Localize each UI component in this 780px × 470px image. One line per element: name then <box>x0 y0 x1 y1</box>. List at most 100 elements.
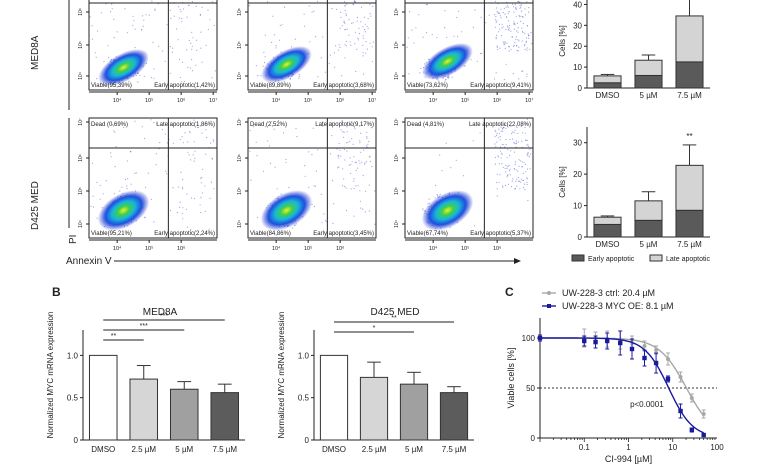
event-dot <box>325 221 327 223</box>
y-axis-label: Cells [%] <box>558 166 567 198</box>
y-tick-label: 0 <box>578 233 583 242</box>
y-tick-label: 40 <box>573 0 582 9</box>
event-dot <box>506 5 508 7</box>
event-dot <box>517 50 519 52</box>
bar-early-apoptotic <box>675 209 704 238</box>
event-dot <box>521 140 523 142</box>
event-dot <box>103 61 105 63</box>
x-tick-label: 10⁵ <box>304 97 312 104</box>
event-dot <box>344 5 346 7</box>
event-dot <box>341 120 343 122</box>
event-dot <box>191 70 194 72</box>
chart-title: MED8A <box>143 307 178 318</box>
event-dot <box>527 33 529 35</box>
event-dot <box>529 153 532 155</box>
event-dot <box>518 14 520 16</box>
event-dot <box>521 166 523 168</box>
event-dot <box>508 20 510 22</box>
y-tick-label: 20 <box>573 170 582 179</box>
event-dot <box>524 126 526 129</box>
event-dot <box>165 170 167 172</box>
event-dot <box>502 26 504 28</box>
event-dot <box>191 48 193 50</box>
y-tick-label: 10⁵ <box>237 187 243 195</box>
event-dot <box>472 26 475 28</box>
event-dot <box>415 27 417 29</box>
event-dot <box>137 81 139 83</box>
event-dot <box>172 47 174 49</box>
event-dot <box>343 1 346 3</box>
event-dot <box>511 138 514 140</box>
event-dot <box>496 45 498 47</box>
event-dot <box>515 38 517 41</box>
y-tick-label: 10⁶ <box>394 8 400 16</box>
event-dot <box>513 28 516 30</box>
event-dot <box>517 27 519 29</box>
event-dot <box>495 72 497 74</box>
event-dot <box>169 9 171 12</box>
event-dot <box>521 70 524 72</box>
event-dot <box>515 180 517 183</box>
event-dot <box>337 155 339 157</box>
event-dot <box>320 57 322 59</box>
event-dot <box>182 8 185 10</box>
event-dot <box>194 157 196 159</box>
event-dot <box>529 148 531 150</box>
event-dot <box>330 122 333 124</box>
event-dot <box>111 3 113 5</box>
event-dot <box>485 22 487 24</box>
event-dot <box>509 25 511 27</box>
event-dot <box>447 76 449 78</box>
event-dot <box>285 158 287 161</box>
y-tick-label: 10⁴ <box>394 72 400 80</box>
x-tick-label: 7.5 µM <box>212 445 237 454</box>
event-dot <box>509 168 511 170</box>
event-dot <box>255 141 257 143</box>
event-dot <box>94 52 96 54</box>
event-dot <box>186 193 188 195</box>
event-dot <box>501 27 503 29</box>
event-dot <box>188 154 190 156</box>
event-dot <box>195 5 197 7</box>
event-dot <box>352 3 354 5</box>
event-dot <box>296 136 298 138</box>
event-dot <box>518 180 520 182</box>
event-dot <box>179 201 181 203</box>
bar-late-apoptotic <box>634 59 663 76</box>
row-label-d425: D425 MED <box>30 181 41 230</box>
event-dot <box>527 178 529 180</box>
event-dot <box>500 157 502 159</box>
event-dot <box>180 81 183 83</box>
y-tick-label: 10⁷ <box>394 118 400 126</box>
data-point-ctrl <box>654 348 659 352</box>
event-dot <box>111 8 113 10</box>
event-dot <box>344 44 346 46</box>
event-dot <box>502 186 504 188</box>
event-dot <box>371 60 373 62</box>
event-dot <box>527 152 529 155</box>
event-dot <box>496 7 498 9</box>
event-dot <box>291 46 293 48</box>
event-dot <box>526 47 528 49</box>
significance-marker: *** <box>140 323 148 330</box>
flow-plot-med8a-2: Viable(73,62%) Early apoptotic(9,41%) 10⁴ 1… <box>394 0 534 104</box>
event-dot <box>162 50 164 52</box>
event-dot <box>418 14 420 16</box>
event-dot <box>343 21 345 23</box>
event-dot <box>343 131 345 133</box>
event-dot <box>358 27 360 29</box>
data-point-myc-oe <box>604 338 610 344</box>
event-dot <box>516 50 518 52</box>
event-dot <box>515 140 518 142</box>
event-dot <box>527 155 529 157</box>
x-tick-label: 10⁷ <box>368 97 376 104</box>
event-dot <box>500 17 502 19</box>
event-dot <box>514 187 517 190</box>
event-dot <box>511 35 513 38</box>
event-dot <box>357 185 359 187</box>
event-dot <box>515 146 517 148</box>
event-dot <box>201 6 203 8</box>
event-dot <box>504 47 506 50</box>
event-dot <box>283 6 286 8</box>
event-dot <box>269 145 271 147</box>
